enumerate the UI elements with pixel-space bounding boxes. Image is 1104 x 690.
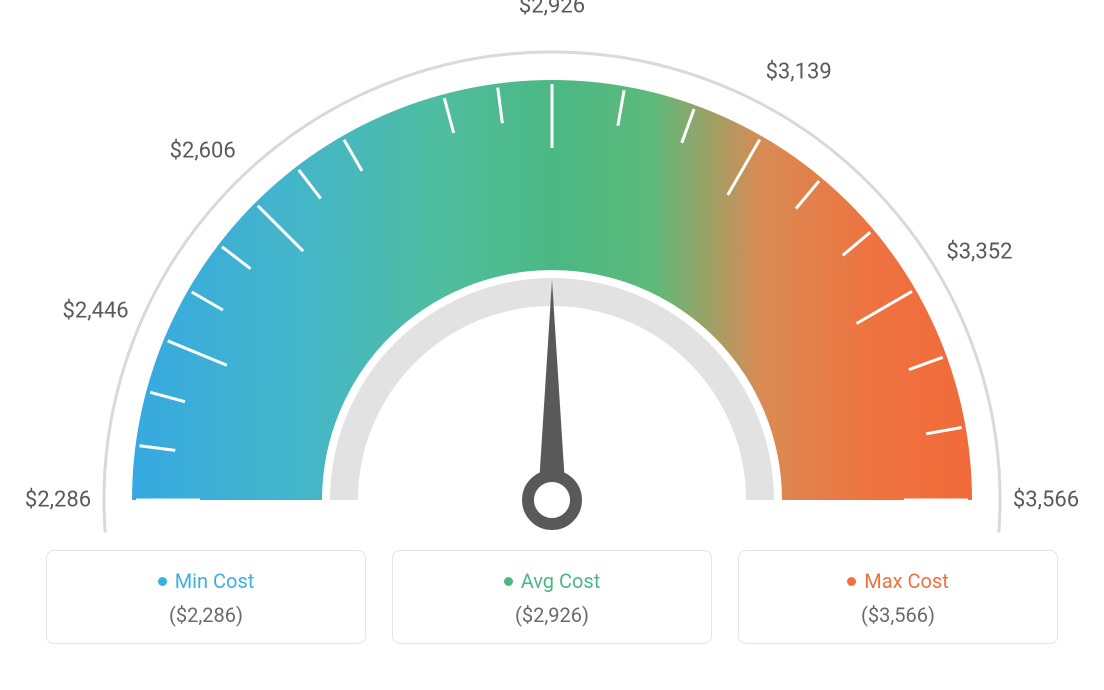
legend-card-min: Min Cost ($2,286) [46,550,366,644]
legend-card-avg: Avg Cost ($2,926) [392,550,712,644]
gauge-tick-label: $2,446 [63,298,129,323]
legend-label: Min Cost [175,569,255,593]
gauge-tick-label: $3,566 [1013,488,1079,513]
legend-value: ($2,926) [393,603,711,627]
legend-value: ($3,566) [739,603,1057,627]
dot-icon [504,577,513,586]
legend-label: Max Cost [864,569,949,593]
legend-row: Min Cost ($2,286) Avg Cost ($2,926) Max … [46,550,1058,644]
dot-icon [158,577,167,586]
cost-gauge: $2,286$2,446$2,606$2,926$3,139$3,352$3,5… [0,10,1104,550]
legend-title-avg: Avg Cost [504,569,601,593]
legend-title-max: Max Cost [847,569,949,593]
dot-icon [847,577,856,586]
legend-title-min: Min Cost [158,569,255,593]
gauge-tick-label: $2,606 [170,138,236,163]
legend-label: Avg Cost [521,569,601,593]
gauge-tick-label: $2,926 [519,0,585,19]
gauge-tick-label: $3,139 [766,59,832,84]
legend-card-max: Max Cost ($3,566) [738,550,1058,644]
gauge-tick-label: $2,286 [25,488,91,513]
legend-value: ($2,286) [47,603,365,627]
gauge-tick-label: $3,352 [946,240,1012,265]
gauge-svg [0,10,1104,550]
